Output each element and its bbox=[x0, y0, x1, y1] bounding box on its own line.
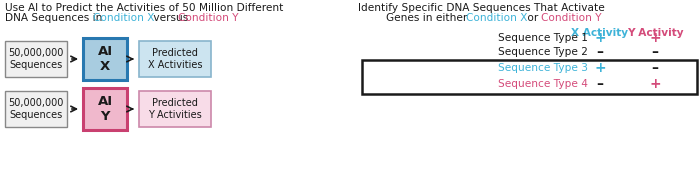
Text: Sequence Type 1: Sequence Type 1 bbox=[498, 33, 588, 43]
Text: –: – bbox=[596, 77, 603, 91]
Text: +: + bbox=[594, 31, 606, 45]
Text: DNA Sequences in: DNA Sequences in bbox=[5, 13, 106, 23]
Text: AI
X: AI X bbox=[97, 45, 113, 73]
FancyBboxPatch shape bbox=[83, 88, 127, 130]
Text: Use AI to Predict the Activities of 50 Million Different: Use AI to Predict the Activities of 50 M… bbox=[5, 3, 284, 13]
Text: AI
Y: AI Y bbox=[97, 95, 113, 123]
Text: Condition X: Condition X bbox=[93, 13, 155, 23]
Text: Sequence Type 3: Sequence Type 3 bbox=[498, 63, 588, 73]
Text: versus: versus bbox=[150, 13, 192, 23]
FancyBboxPatch shape bbox=[139, 41, 211, 77]
Text: 50,000,000
Sequences: 50,000,000 Sequences bbox=[8, 98, 64, 120]
Text: 50,000,000
Sequences: 50,000,000 Sequences bbox=[8, 48, 64, 70]
Text: or: or bbox=[524, 13, 542, 23]
Text: –: – bbox=[652, 61, 659, 75]
FancyBboxPatch shape bbox=[83, 38, 127, 80]
Text: Identify Specific DNA Sequences That Activate: Identify Specific DNA Sequences That Act… bbox=[358, 3, 605, 13]
Text: Sequence Type 2: Sequence Type 2 bbox=[498, 47, 588, 57]
FancyBboxPatch shape bbox=[5, 91, 67, 127]
FancyBboxPatch shape bbox=[139, 91, 211, 127]
FancyBboxPatch shape bbox=[5, 41, 67, 77]
Text: Condition X: Condition X bbox=[466, 13, 528, 23]
Text: –: – bbox=[652, 45, 659, 59]
FancyBboxPatch shape bbox=[362, 60, 697, 94]
Text: –: – bbox=[596, 45, 603, 59]
Text: Genes in either: Genes in either bbox=[386, 13, 470, 23]
Text: X Activity: X Activity bbox=[571, 28, 629, 38]
Text: Y Activity: Y Activity bbox=[626, 28, 683, 38]
Text: +: + bbox=[649, 77, 661, 91]
Text: +: + bbox=[649, 31, 661, 45]
Text: Predicted
Y Activities: Predicted Y Activities bbox=[148, 98, 202, 120]
Text: Predicted
X Activities: Predicted X Activities bbox=[148, 48, 202, 70]
Text: Sequence Type 4: Sequence Type 4 bbox=[498, 79, 588, 89]
Text: +: + bbox=[594, 61, 606, 75]
Text: Condition Y: Condition Y bbox=[541, 13, 601, 23]
Text: Condition Y: Condition Y bbox=[178, 13, 239, 23]
